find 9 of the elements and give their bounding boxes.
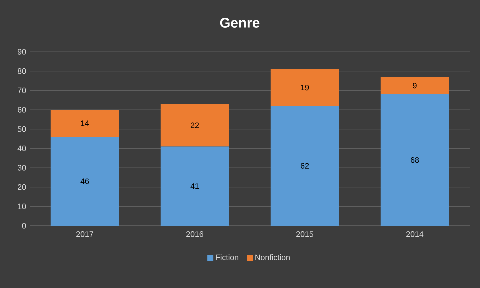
bar bbox=[50, 110, 120, 138]
bar bbox=[160, 104, 230, 147]
bar bbox=[270, 106, 340, 226]
bar bbox=[380, 77, 450, 95]
chart-title: Genre bbox=[220, 18, 260, 28]
bar bbox=[270, 69, 340, 106]
bar bbox=[50, 137, 120, 226]
bar bbox=[160, 146, 230, 226]
bar bbox=[380, 94, 450, 226]
